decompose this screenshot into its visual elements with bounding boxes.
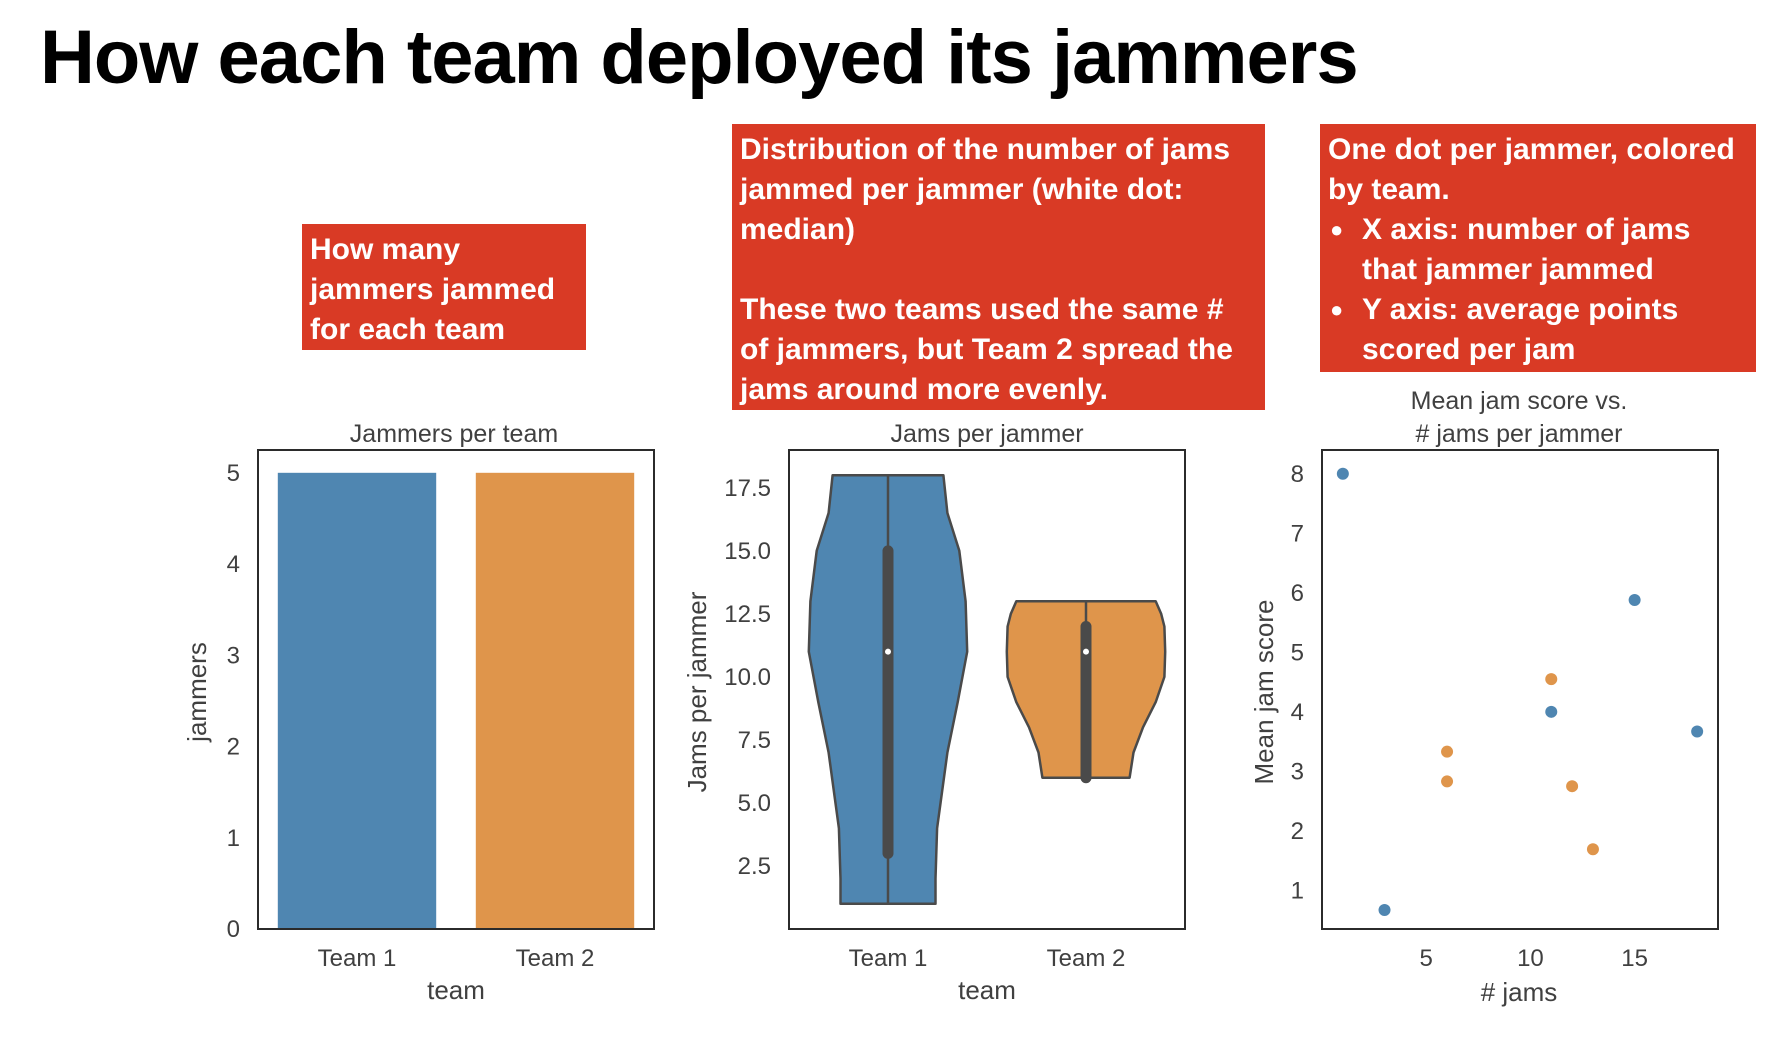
scatter-y-tick-label: 1 — [1291, 877, 1304, 904]
scatter-point-team-1 — [1378, 903, 1391, 916]
violin-y-axis-label: Jams per jammer — [682, 591, 712, 792]
callout-scatter-bullets: X axis: number of jams that jammer jamme… — [1328, 210, 1748, 370]
violin-chart-title: Jams per jammer — [890, 420, 1083, 448]
violin-chart-frame — [788, 449, 1186, 930]
callout-bars-note: How many jammers jammed for each team — [302, 224, 586, 350]
scatter-point-team-2 — [1566, 780, 1579, 793]
bar-marks — [277, 472, 635, 929]
scatter-y-ticks: 1 2 3 4 5 6 7 8 — [1291, 461, 1304, 905]
bar-chart-title: Jammers per team — [350, 420, 558, 448]
scatter-x-tick-label: 15 — [1621, 945, 1648, 972]
violin-median-dot — [885, 648, 891, 655]
scatter-x-tick-label: 5 — [1420, 945, 1433, 972]
scatter-x-ticks: 5 10 15 — [1420, 945, 1648, 972]
bar-chart-frame — [257, 449, 655, 930]
scatter-point-team-1 — [1691, 725, 1704, 738]
scatter-chart: Mean jam score vs. # jams per jammer 1 2 3 4… — [1249, 387, 1719, 1007]
scatter-point-team-2 — [1441, 775, 1454, 788]
scatter-point-team-2 — [1586, 843, 1599, 856]
scatter-point-team-1 — [1336, 467, 1349, 480]
bar-y-ticks: 0 1 2 3 4 5 — [227, 460, 240, 943]
callout-scatter-bullet: Y axis: average points scored per jam — [1330, 290, 1748, 370]
violin-y-tick-label: 17.5 — [724, 475, 771, 502]
scatter-x-tick-label: 10 — [1517, 945, 1544, 972]
scatter-title-line: Mean jam score vs. — [1411, 387, 1628, 415]
scatter-marks — [1336, 467, 1704, 916]
bar-y-tick-label: 4 — [227, 551, 240, 578]
bar-x-ticks: Team 1 Team 2 — [318, 945, 595, 972]
scatter-x-axis-label: # jams — [1481, 977, 1558, 1007]
bar-y-tick-label: 2 — [227, 734, 240, 761]
violin-y-tick-label: 12.5 — [724, 601, 771, 628]
violin-chart: Jams per jammer 2.5 5.0 7.5 10.0 12.5 15.0 17.… — [682, 420, 1186, 1005]
bar-y-tick-label: 0 — [227, 916, 240, 943]
scatter-y-tick-label: 8 — [1291, 461, 1304, 488]
bar-x-tick-label: Team 1 — [318, 945, 397, 972]
callout-violin-note: Distribution of the number of jams jamme… — [732, 124, 1265, 410]
callout-bars-text: How many jammers jammed for each team — [310, 233, 556, 346]
bar-y-tick-label: 5 — [227, 460, 240, 487]
violin-x-tick-label: Team 2 — [1047, 945, 1126, 972]
bar-y-tick-label: 3 — [227, 642, 240, 669]
bar-chart: Jammers per team 0 1 2 3 4 5 Team 1 Team 2 tea… — [182, 420, 655, 1005]
bar-x-axis-label: team — [427, 975, 485, 1005]
violin-x-ticks: Team 1 Team 2 — [849, 945, 1126, 972]
violin-y-tick-label: 7.5 — [738, 727, 771, 754]
violin-y-tick-label: 10.0 — [724, 664, 771, 691]
scatter-y-tick-label: 4 — [1291, 699, 1304, 726]
bar-2 — [475, 472, 635, 929]
scatter-y-tick-label: 6 — [1291, 580, 1304, 607]
violin-y-tick-label: 2.5 — [738, 853, 771, 880]
scatter-y-tick-label: 3 — [1291, 758, 1304, 785]
violin-x-axis-label: team — [958, 975, 1016, 1005]
callout-violin-text-2: These two teams used the same # of jamme… — [740, 293, 1233, 406]
scatter-chart-title: Mean jam score vs. # jams per jammer — [1411, 387, 1628, 448]
slide-title: How each team deployed its jammers — [40, 15, 1359, 100]
violin-y-tick-label: 5.0 — [738, 790, 771, 817]
scatter-point-team-2 — [1441, 745, 1454, 758]
callout-scatter-bullet: X axis: number of jams that jammer jamme… — [1330, 210, 1748, 290]
violin-median-dot — [1083, 648, 1089, 655]
scatter-y-tick-label: 2 — [1291, 818, 1304, 845]
scatter-point-team-1 — [1545, 705, 1558, 718]
scatter-y-axis-label: Mean jam score — [1249, 600, 1279, 785]
callout-violin-text-1: Distribution of the number of jams jamme… — [740, 133, 1231, 246]
violin-y-tick-label: 15.0 — [724, 538, 771, 565]
scatter-point-team-1 — [1628, 593, 1641, 606]
scatter-y-tick-label: 5 — [1291, 639, 1304, 666]
callout-scatter-intro: One dot per jammer, colored by team. — [1328, 133, 1735, 206]
violin-x-tick-label: Team 1 — [849, 945, 928, 972]
bar-1 — [277, 472, 437, 929]
scatter-point-team-2 — [1545, 673, 1558, 686]
scatter-chart-frame — [1321, 449, 1719, 930]
violin-y-ticks: 2.5 5.0 7.5 10.0 12.5 15.0 17.5 — [724, 475, 771, 880]
bar-y-axis-label: jammers — [182, 642, 212, 743]
bar-x-tick-label: Team 2 — [516, 945, 595, 972]
violin-marks — [807, 473, 1167, 906]
scatter-title-line: # jams per jammer — [1416, 420, 1623, 448]
scatter-y-tick-label: 7 — [1291, 520, 1304, 547]
callout-scatter-note: One dot per jammer, colored by team. X a… — [1320, 124, 1756, 372]
bar-y-tick-label: 1 — [227, 825, 240, 852]
